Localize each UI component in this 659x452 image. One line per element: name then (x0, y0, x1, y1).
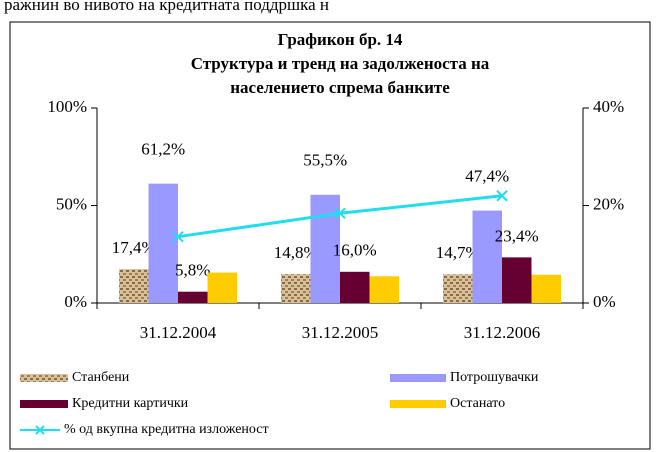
data-label: 23,4% (495, 226, 539, 245)
bar (340, 271, 370, 303)
data-label: 14,7% (436, 243, 480, 262)
bar (369, 276, 399, 303)
y-tick-label: 0% (64, 292, 87, 311)
bar (502, 257, 532, 303)
legend-swatch (390, 374, 446, 382)
bar (281, 274, 311, 303)
y2-tick-label: 0% (593, 292, 616, 311)
data-label: 55,5% (303, 151, 347, 170)
data-label: 47,4% (465, 166, 509, 185)
legend-label: Станбени (72, 370, 130, 385)
chart-subtitle: населението спрема банките (230, 78, 450, 97)
data-label: 16,0% (333, 241, 377, 260)
y-tick-label: 50% (56, 194, 87, 213)
line-marker (172, 230, 184, 243)
data-label: 17,4% (112, 238, 156, 257)
data-label: 5,8% (175, 261, 210, 280)
y2-tick-label: 40% (593, 97, 624, 116)
legend-swatch (20, 374, 68, 382)
chart-subtitle: Структура и тренд на задолженоста на (191, 54, 490, 73)
chart-title: Графикон бр. 14 (278, 30, 403, 49)
legend-label: Потрошувачки (450, 370, 539, 385)
bar (207, 272, 237, 303)
legend-label: Кредитни картички (72, 396, 189, 411)
y2-tick-label: 20% (593, 194, 624, 213)
legend-swatch (20, 400, 68, 408)
bar (531, 274, 561, 303)
legend-swatch (35, 425, 45, 435)
bar (472, 210, 502, 303)
bar (178, 291, 208, 303)
x-tick-label: 31.12.2006 (464, 323, 541, 342)
bar (443, 274, 473, 303)
legend-label: % од вкупна кредитна изложеност (64, 422, 269, 437)
x-tick-label: 31.12.2004 (140, 323, 217, 342)
bar (148, 183, 178, 303)
x-tick-label: 31.12.2005 (302, 323, 379, 342)
data-label: 14,8% (274, 243, 318, 262)
header-text: ражнин во нивото на кредитната поддршка … (4, 0, 329, 14)
bar (119, 269, 149, 303)
y-tick-label: 100% (47, 97, 87, 116)
line-marker (334, 207, 346, 220)
legend-swatch (390, 400, 446, 408)
data-label: 61,2% (141, 140, 185, 159)
legend-label: Останато (450, 396, 505, 411)
line-marker (496, 190, 508, 202)
